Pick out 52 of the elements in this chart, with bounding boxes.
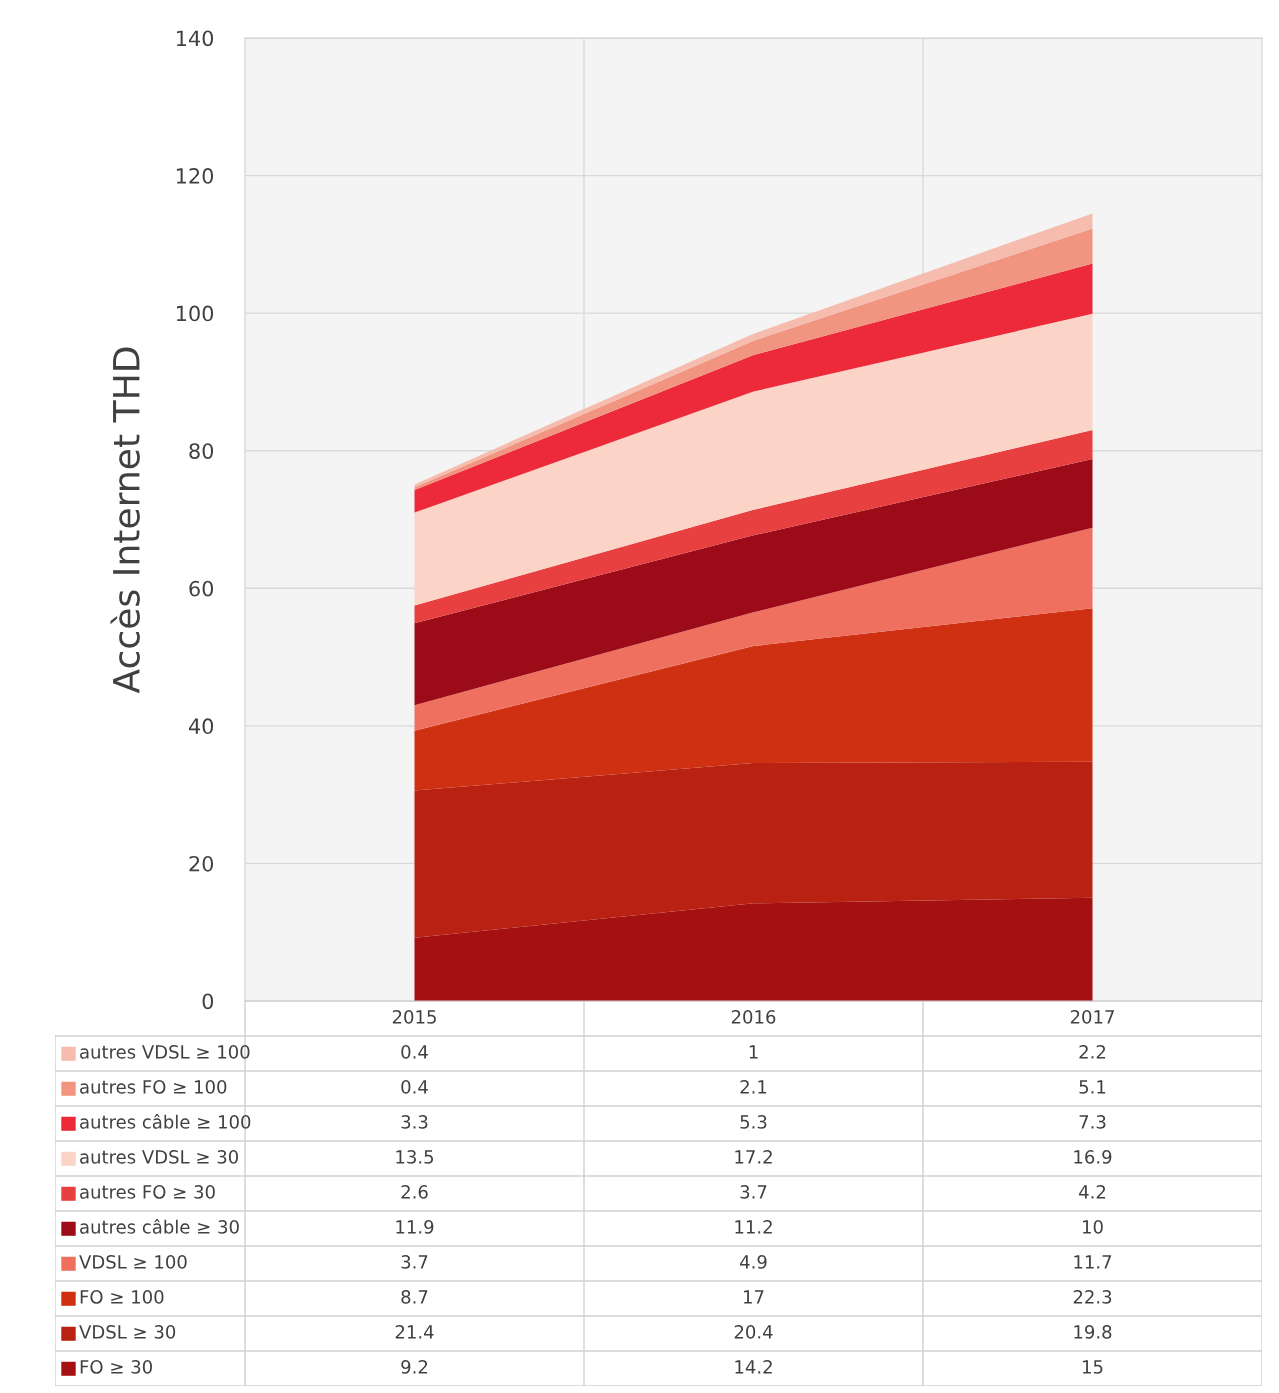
data-label: 0.4	[401, 1045, 428, 1059]
data-label: 19.8	[1074, 1325, 1112, 1339]
legend-label: VDSL ≥ 30	[79, 1325, 176, 1339]
data-label: 4.2	[1079, 1185, 1106, 1199]
y-tick-label: 80	[189, 443, 214, 459]
data-label: 10	[1083, 1220, 1103, 1234]
y-tick-label: 140	[176, 30, 214, 47]
data-label: 11.7	[1074, 1255, 1112, 1269]
y-tick-label: 100	[176, 305, 214, 322]
y-tick-label: 20	[189, 855, 214, 872]
data-label: 17	[744, 1290, 764, 1304]
data-label: 11.2	[735, 1220, 772, 1234]
data-label: 22.3	[1073, 1290, 1112, 1304]
y-tick-label: 0	[202, 993, 214, 1010]
legend-label: autres VDSL ≥ 30	[80, 1150, 239, 1164]
data-label: 5.1	[1079, 1080, 1106, 1094]
legend-label: FO ≥ 30	[80, 1360, 152, 1374]
data-label: 2.1	[740, 1080, 767, 1094]
x-tick-label: 2015	[392, 1010, 436, 1024]
y-tick-label: 60	[189, 580, 214, 597]
legend-label: VDSL ≥ 100	[79, 1255, 187, 1269]
x-tick-label: 2017	[1070, 1010, 1114, 1024]
legend-label: autres FO ≥ 30	[80, 1185, 215, 1199]
data-label: 0.4	[401, 1080, 428, 1094]
y-tick-label: 120	[176, 168, 214, 184]
data-label: 17.2	[735, 1150, 772, 1164]
data-label: 2.2	[1079, 1045, 1106, 1059]
data-label: 7.3	[1079, 1115, 1106, 1129]
data-label: 4.9	[740, 1255, 767, 1269]
data-label: 11.9	[396, 1220, 434, 1234]
data-label: 8.7	[401, 1290, 428, 1304]
data-label: 3.7	[740, 1185, 767, 1199]
y-axis-title: Accès Internet THD	[110, 347, 140, 694]
legend-label: autres câble ≥ 30	[80, 1219, 239, 1234]
data-label: 21.4	[395, 1325, 434, 1339]
data-label: 20.4	[734, 1325, 773, 1339]
legend-label: autres FO ≥ 100	[80, 1080, 227, 1094]
data-label: 13.5	[396, 1150, 434, 1164]
data-label: 2.6	[401, 1185, 428, 1199]
legend-label: autres VDSL ≥ 100	[80, 1045, 250, 1059]
x-tick-label: 2016	[731, 1010, 776, 1024]
data-label: 5.3	[740, 1115, 767, 1129]
y-tick-label: 40	[188, 718, 214, 735]
data-label: 9.2	[401, 1360, 428, 1374]
data-label: 14.2	[735, 1360, 772, 1374]
data-label: 16.9	[1074, 1150, 1112, 1164]
data-label: 3.3	[401, 1115, 428, 1129]
data-label: 15	[1083, 1360, 1103, 1374]
data-label: 1	[749, 1045, 758, 1059]
legend-label: autres câble ≥ 100	[80, 1114, 251, 1129]
data-label: 3.7	[401, 1255, 428, 1269]
legend-label: FO ≥ 100	[80, 1290, 164, 1304]
